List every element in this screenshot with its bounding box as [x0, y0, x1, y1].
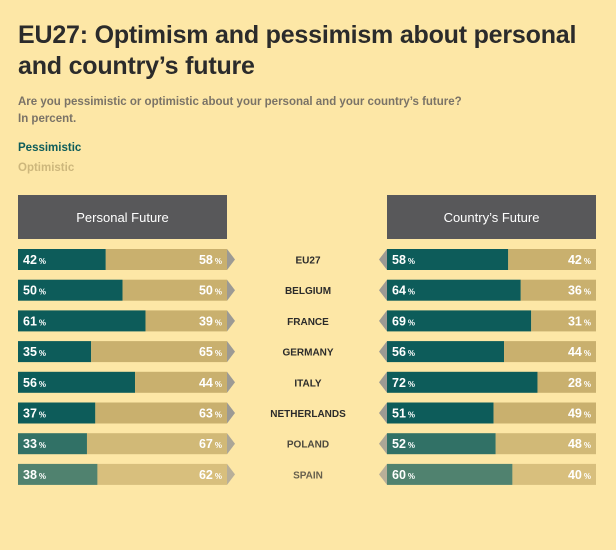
category-label-italy: ITALY	[294, 378, 322, 389]
label-personal-pessimistic-netherlands: 37%	[23, 407, 46, 421]
bar-country-pessimistic-germany	[387, 341, 505, 363]
arrow-country-poland	[379, 433, 387, 455]
bar-country-pessimistic-poland	[387, 433, 496, 455]
label-country-pessimistic-poland: 52%	[392, 437, 415, 451]
label-country-optimistic-germany: 44%	[568, 345, 591, 359]
bar-country-pessimistic-france	[387, 310, 532, 332]
arrow-country-italy	[379, 371, 387, 393]
arrow-country-netherlands	[379, 402, 387, 424]
category-label-netherlands: NETHERLANDS	[270, 409, 346, 420]
label-country-optimistic-eu27: 42%	[568, 253, 591, 267]
arrow-personal-netherlands	[227, 402, 235, 424]
bar-country-optimistic-france	[531, 310, 596, 332]
bar-personal-optimistic-germany	[91, 341, 228, 363]
chart-subtitle: Are you pessimistic or optimistic about …	[18, 94, 598, 128]
bar-personal-pessimistic-france	[18, 310, 146, 332]
bar-personal-pessimistic-italy	[18, 371, 136, 393]
label-country-optimistic-france: 31%	[568, 314, 591, 328]
bar-personal-pessimistic-spain	[18, 463, 98, 485]
bar-personal-optimistic-belgium	[122, 279, 227, 301]
bar-personal-optimistic-spain	[97, 463, 227, 485]
bar-personal-optimistic-italy	[135, 371, 227, 393]
category-label-belgium: BELGIUM	[285, 286, 331, 297]
bar-country-optimistic-germany	[504, 341, 596, 363]
label-personal-pessimistic-germany: 35%	[23, 345, 46, 359]
bar-country-pessimistic-spain	[387, 463, 513, 485]
label-personal-optimistic-poland: 67%	[199, 437, 222, 451]
label-personal-pessimistic-italy: 56%	[23, 376, 46, 390]
arrow-country-spain	[379, 463, 387, 485]
label-personal-optimistic-germany: 65%	[199, 345, 222, 359]
bar-personal-optimistic-france	[145, 310, 227, 332]
label-country-optimistic-italy: 28%	[568, 376, 591, 390]
label-country-pessimistic-france: 69%	[392, 314, 415, 328]
label-personal-optimistic-italy: 44%	[199, 376, 222, 390]
label-country-optimistic-netherlands: 49%	[568, 407, 591, 421]
label-personal-pessimistic-eu27: 42%	[23, 253, 46, 267]
bar-personal-pessimistic-poland	[18, 433, 87, 455]
bar-country-optimistic-eu27	[508, 249, 596, 270]
label-country-pessimistic-germany: 56%	[392, 345, 415, 359]
panel-header-country-future: Country’s Future	[387, 195, 596, 239]
bar-personal-pessimistic-belgium	[18, 279, 123, 301]
bar-personal-optimistic-eu27	[105, 249, 227, 270]
label-personal-pessimistic-france: 61%	[23, 314, 46, 328]
category-label-spain: SPAIN	[293, 470, 323, 481]
label-country-pessimistic-belgium: 64%	[392, 284, 415, 298]
category-label-eu27: EU27	[295, 256, 320, 267]
label-personal-pessimistic-poland: 33%	[23, 437, 46, 451]
arrow-country-germany	[379, 341, 387, 363]
label-personal-optimistic-netherlands: 63%	[199, 407, 222, 421]
label-personal-optimistic-eu27: 58%	[199, 253, 222, 267]
bar-personal-pessimistic-eu27	[18, 249, 106, 270]
category-label-france: FRANCE	[287, 317, 329, 328]
bar-country-optimistic-italy	[537, 371, 596, 393]
bar-personal-pessimistic-netherlands	[18, 402, 96, 424]
subtitle-question: Are you pessimistic or optimistic about …	[18, 96, 462, 108]
label-country-pessimistic-spain: 60%	[392, 468, 415, 482]
legend-pessimistic: Pessimistic	[18, 142, 82, 154]
subtitle-unit: In percent.	[18, 113, 77, 125]
label-personal-pessimistic-spain: 38%	[23, 468, 46, 482]
bar-country-optimistic-netherlands	[493, 402, 596, 424]
bar-personal-pessimistic-germany	[18, 341, 92, 363]
label-personal-optimistic-france: 39%	[199, 314, 222, 328]
arrow-personal-italy	[227, 371, 235, 393]
arrow-personal-eu27	[227, 249, 235, 270]
arrow-personal-spain	[227, 463, 235, 485]
arrow-personal-france	[227, 310, 235, 332]
bar-country-optimistic-poland	[495, 433, 596, 455]
arrow-personal-poland	[227, 433, 235, 455]
bar-personal-optimistic-poland	[86, 433, 227, 455]
panel-header-personal-future: Personal Future	[18, 195, 227, 239]
bar-personal-optimistic-netherlands	[95, 402, 227, 424]
arrow-personal-belgium	[227, 279, 235, 301]
bar-country-optimistic-belgium	[520, 279, 596, 301]
bar-country-pessimistic-eu27	[387, 249, 509, 270]
bar-country-pessimistic-belgium	[387, 279, 521, 301]
label-personal-optimistic-belgium: 50%	[199, 284, 222, 298]
chart-title: EU27: Optimism and pessimism about perso…	[18, 21, 577, 80]
label-country-optimistic-poland: 48%	[568, 437, 591, 451]
label-country-pessimistic-eu27: 58%	[392, 253, 415, 267]
bar-country-optimistic-spain	[512, 463, 596, 485]
arrow-personal-germany	[227, 341, 235, 363]
legend-optimistic: Optimistic	[18, 162, 75, 174]
label-country-optimistic-belgium: 36%	[568, 284, 591, 298]
label-country-pessimistic-italy: 72%	[392, 376, 415, 390]
arrow-country-belgium	[379, 279, 387, 301]
label-personal-optimistic-spain: 62%	[199, 468, 222, 482]
arrow-country-france	[379, 310, 387, 332]
category-label-germany: GERMANY	[282, 348, 333, 359]
bar-country-pessimistic-italy	[387, 371, 538, 393]
bar-country-pessimistic-netherlands	[387, 402, 494, 424]
label-personal-pessimistic-belgium: 50%	[23, 284, 46, 298]
category-label-poland: POLAND	[287, 440, 329, 451]
label-country-optimistic-spain: 40%	[568, 468, 591, 482]
arrow-country-eu27	[379, 249, 387, 270]
label-country-pessimistic-netherlands: 51%	[392, 407, 415, 421]
